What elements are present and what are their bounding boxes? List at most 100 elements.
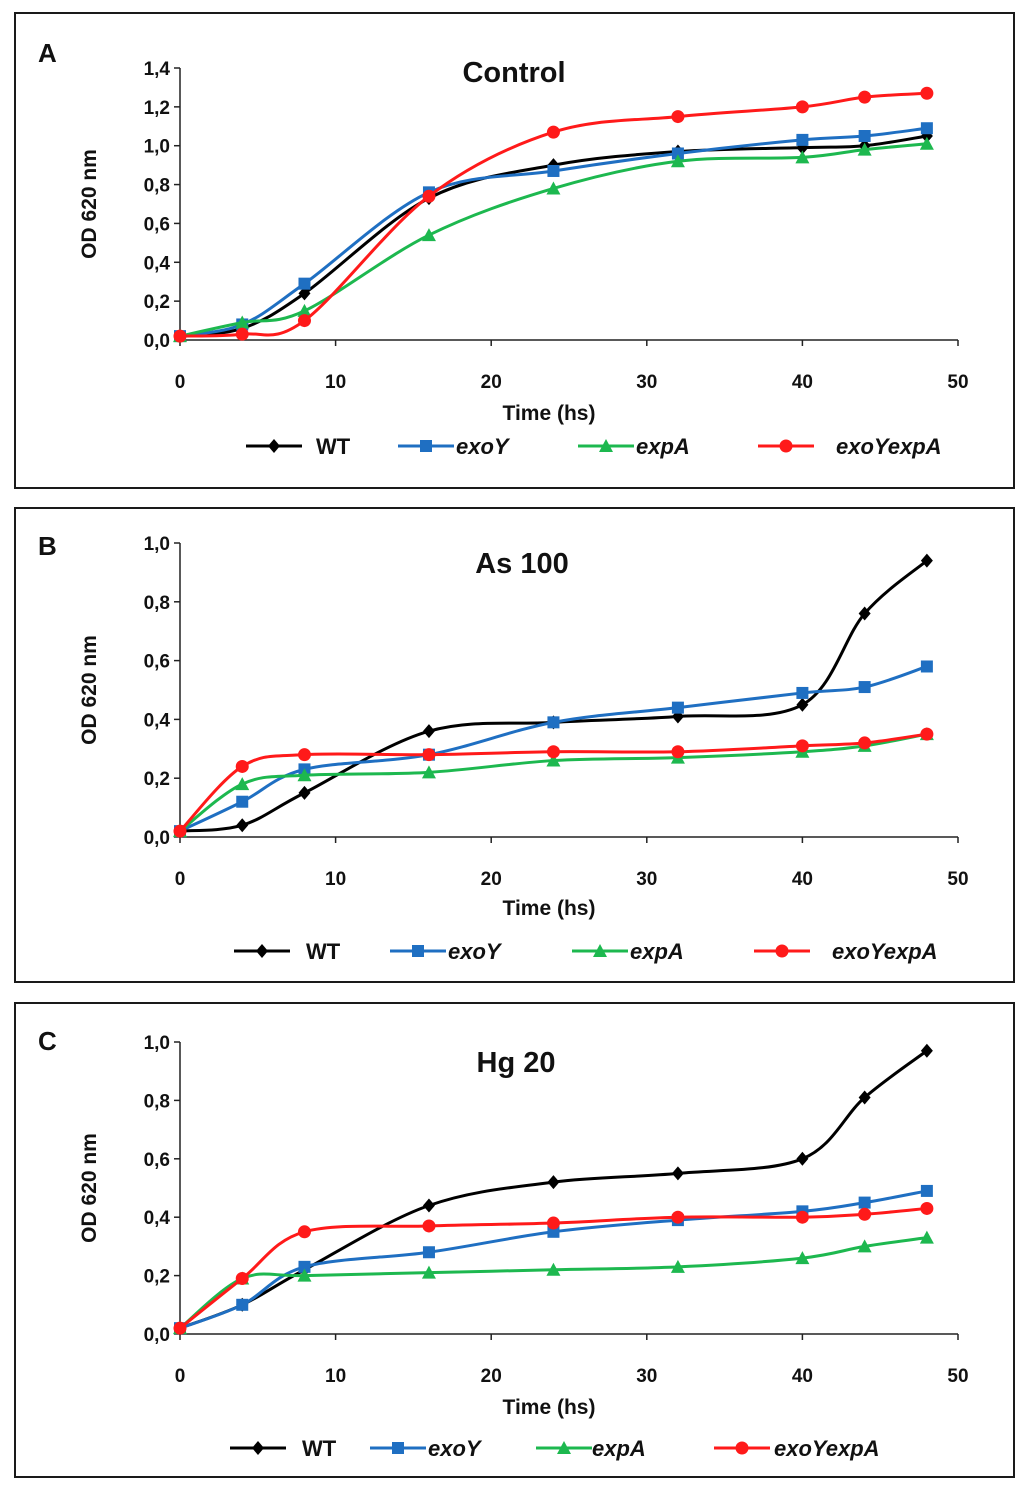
series-WT: [174, 553, 933, 839]
data-point-exoYexpA: [297, 748, 311, 762]
data-point-exoY: [920, 122, 933, 135]
legend-label: exoY: [428, 1436, 483, 1461]
series-exoY: [174, 1184, 933, 1335]
chart-c-svg: C Hg 20 0,0 0,2 0,4 0,6 0,8 1,0 0 10 20 30 40 50 Time …: [38, 1026, 969, 1461]
data-point-exoY: [671, 147, 684, 160]
data-point-exoYexpA: [235, 759, 249, 773]
data-point-WT: [298, 785, 311, 800]
data-point-expA: [795, 150, 810, 164]
legend-marker: [420, 440, 432, 452]
x-tick-label: 0: [175, 1366, 186, 1387]
data-point-expA: [546, 1262, 561, 1276]
legend-marker: [268, 439, 280, 453]
data-point-exoYexpA: [920, 1201, 934, 1215]
data-point-exoYexpA: [422, 189, 436, 203]
data-point-exoYexpA: [671, 110, 685, 124]
x-tick-label: 30: [636, 372, 657, 393]
y-tick-label: 1,4: [144, 59, 171, 80]
y-tick-label: 0,2: [144, 769, 170, 790]
data-point-exoYexpA: [858, 736, 872, 750]
y-tick-label: 0,6: [144, 652, 170, 673]
data-point-exoY: [796, 133, 809, 146]
data-point-expA: [670, 1259, 685, 1273]
y-tick-label: 0,0: [144, 1325, 170, 1346]
legend-marker: [256, 944, 268, 958]
series-exoYexpA: [173, 727, 934, 838]
data-point-exoYexpA: [422, 748, 436, 762]
x-tick-label: 40: [792, 372, 813, 393]
series-line-WT: [179, 1049, 928, 1330]
x-tick-label: 20: [481, 372, 502, 393]
y-tick-label: 0,6: [144, 1150, 170, 1171]
data-point-expA: [919, 1230, 934, 1244]
x-tick-label: 0: [175, 869, 186, 890]
data-point-expA: [857, 1239, 872, 1253]
y-tick-label: 0,8: [144, 176, 170, 197]
data-point-expA: [421, 228, 436, 242]
y-tick-label: 1,0: [144, 137, 170, 158]
data-point-exoYexpA: [858, 1207, 872, 1221]
series-WT: [174, 129, 933, 344]
legend-item-expA: expA: [536, 1436, 646, 1461]
data-point-expA: [235, 777, 250, 791]
series-WT: [174, 1043, 933, 1336]
y-tick-label: 1,0: [144, 534, 170, 555]
y-tick-label: 1,2: [144, 98, 170, 119]
data-point-exoY: [298, 1260, 311, 1273]
x-axis-label: Time (hs): [503, 1396, 596, 1419]
legend-marker: [779, 439, 793, 453]
legend-item-expA: expA: [578, 434, 690, 459]
chart-title: Hg 20: [477, 1047, 556, 1079]
legend-label: exoY: [456, 434, 511, 459]
x-tick-label: 50: [947, 1366, 968, 1387]
legend-item-exoYexpA: exoYexpA: [714, 1436, 880, 1461]
legend-item-exoYexpA: exoYexpA: [758, 434, 942, 459]
y-tick-label: 0,8: [144, 593, 170, 614]
panel-letter: A: [38, 38, 57, 68]
legend-marker: [735, 1441, 749, 1455]
data-point-exoYexpA: [795, 739, 809, 753]
y-tick-label: 0,4: [144, 253, 171, 274]
x-tick-label: 10: [325, 869, 346, 890]
x-tick-label: 10: [325, 1366, 346, 1387]
data-point-exoY: [547, 164, 560, 177]
x-axis-label: Time (hs): [503, 897, 596, 920]
y-axis-label: OD 620 nm: [78, 635, 101, 745]
data-point-expA: [297, 768, 312, 782]
data-point-WT: [422, 724, 435, 739]
x-tick-label: 20: [481, 869, 502, 890]
data-point-exoYexpA: [920, 86, 934, 100]
data-point-exoYexpA: [546, 125, 560, 139]
data-point-exoYexpA: [671, 745, 685, 759]
y-tick-label: 0,8: [144, 1091, 170, 1112]
series-line-WT: [179, 559, 928, 833]
legend-label: exoYexpA: [836, 434, 942, 459]
y-tick-label: 1,0: [144, 1033, 170, 1054]
data-point-exoYexpA: [546, 1216, 560, 1230]
data-point-exoYexpA: [546, 745, 560, 759]
legend-label: WT: [302, 1436, 337, 1461]
data-point-exoY: [858, 1196, 871, 1209]
data-point-exoY: [236, 1298, 249, 1311]
data-point-exoYexpA: [173, 824, 187, 838]
series-expA: [173, 1230, 934, 1335]
chart-panel-b: B As 100 0,0 0,2 0,4 0,6 0,8 1,0 0 10 20 30 40 50 Time…: [14, 507, 1015, 983]
panel-letter: C: [38, 1026, 57, 1056]
chart-title: Control: [462, 57, 565, 89]
data-point-WT: [671, 1166, 684, 1181]
data-point-WT: [920, 1043, 933, 1058]
data-point-exoY: [671, 701, 684, 714]
y-tick-label: 0,0: [144, 331, 170, 352]
data-point-exoYexpA: [795, 100, 809, 114]
x-tick-label: 50: [947, 372, 968, 393]
legend-marker: [593, 944, 607, 957]
data-point-expA: [421, 1265, 436, 1279]
data-point-WT: [796, 697, 809, 712]
legend-marker: [557, 1441, 571, 1454]
chart-panel-c: C Hg 20 0,0 0,2 0,4 0,6 0,8 1,0 0 10 20 30 40 50 Time …: [14, 1002, 1015, 1478]
legend-label: WT: [316, 434, 351, 459]
data-point-exoYexpA: [235, 327, 249, 341]
x-tick-label: 0: [175, 372, 186, 393]
panel-letter: B: [38, 531, 57, 561]
data-point-expA: [857, 142, 872, 156]
